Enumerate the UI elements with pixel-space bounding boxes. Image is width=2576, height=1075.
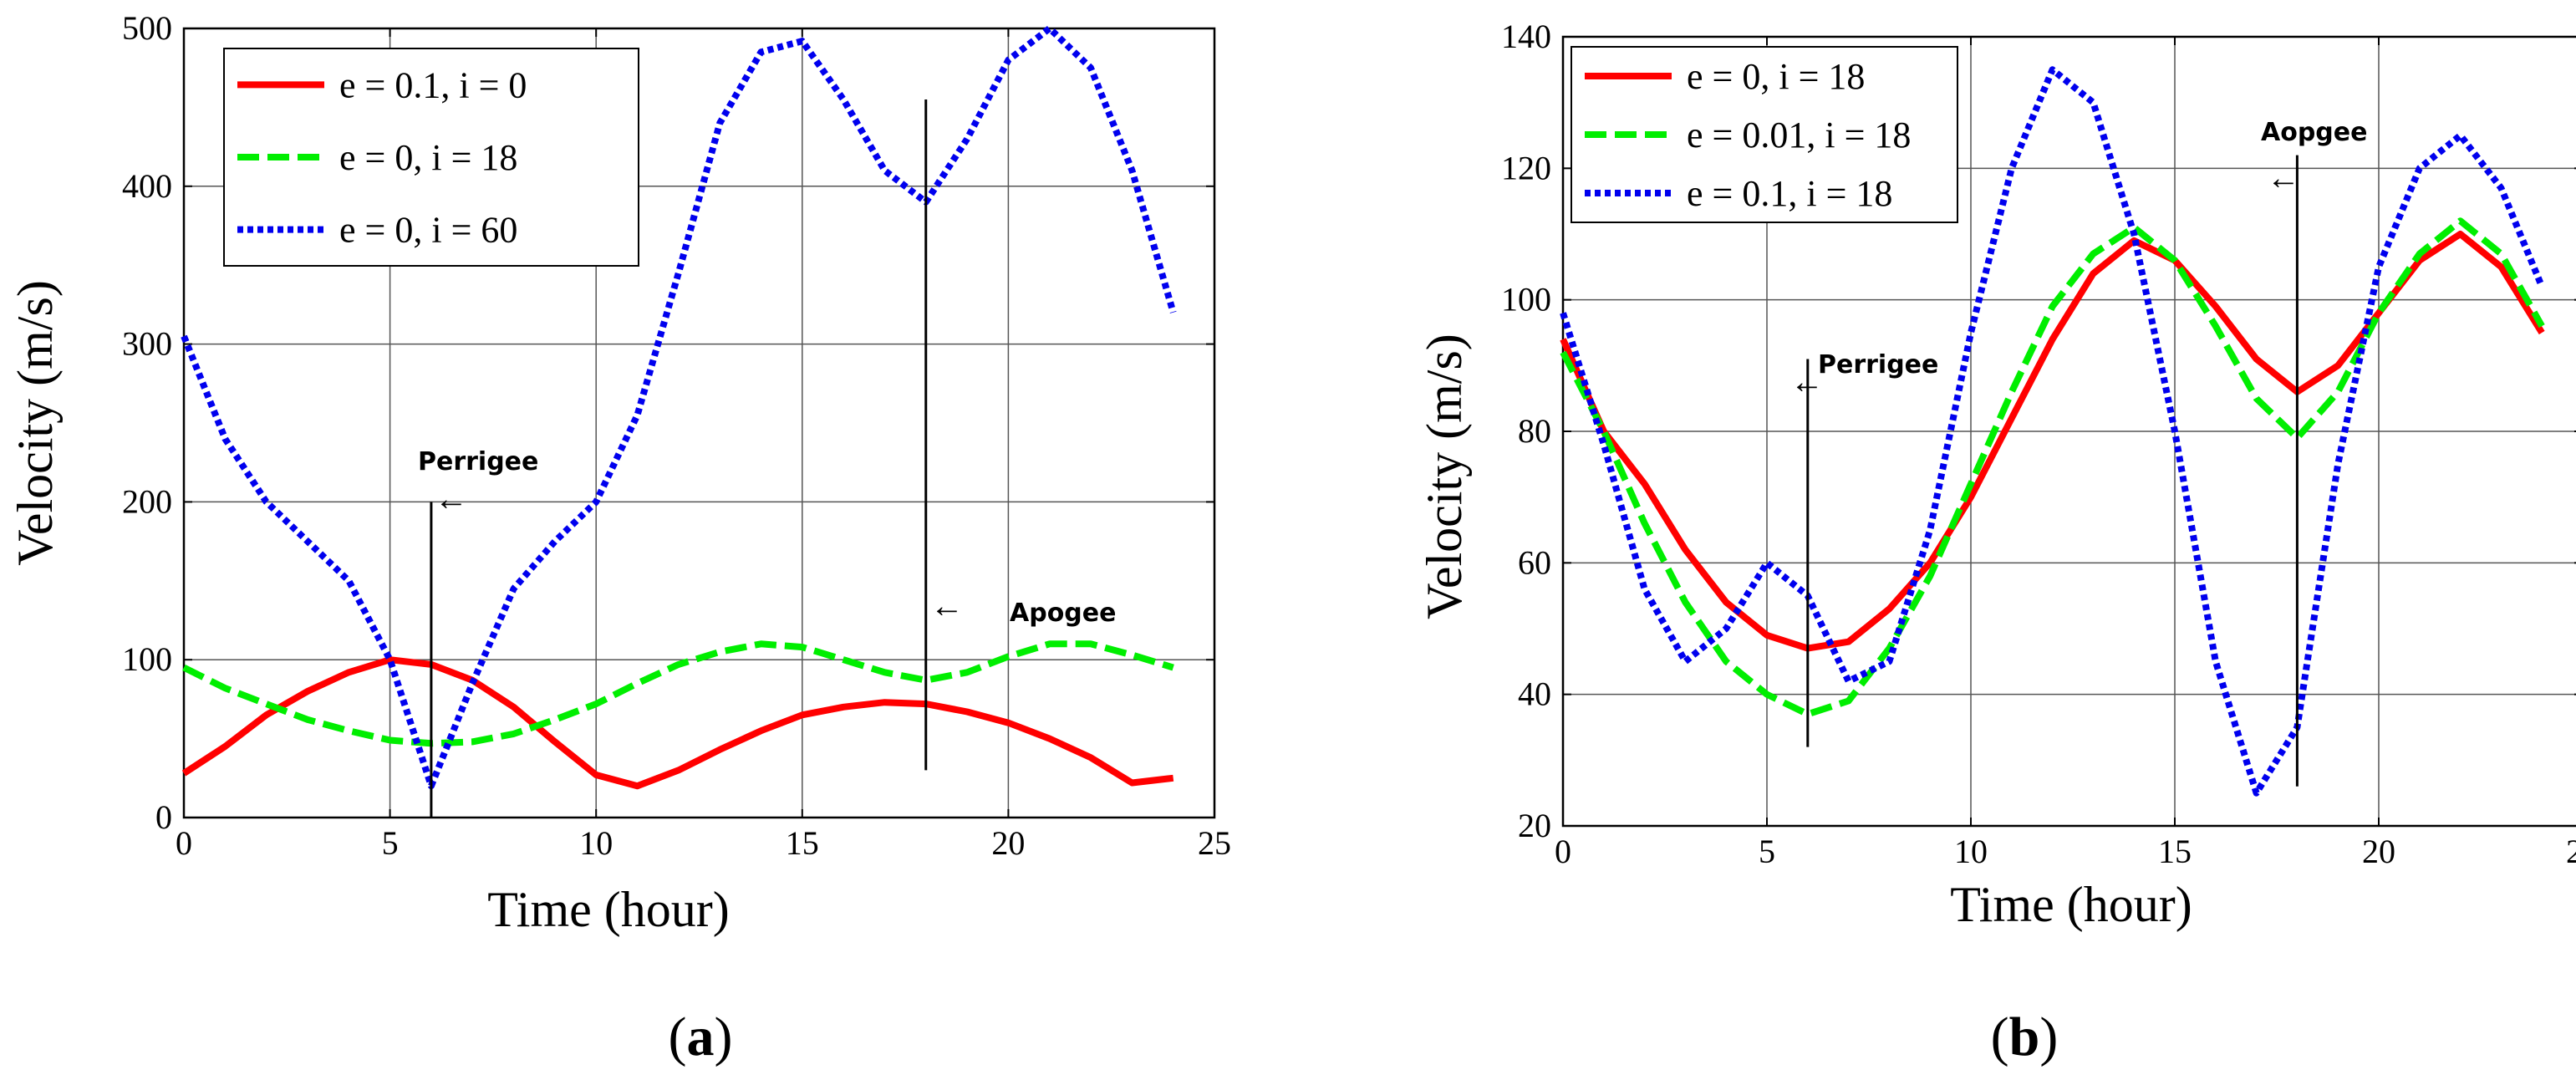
x-axis-label: Time (hour) [487, 882, 729, 937]
y-tick-label: 140 [1501, 18, 1551, 55]
x-tick-label: 25 [2566, 833, 2576, 870]
x-tick-label: 0 [1555, 833, 1571, 870]
y-tick-label: 0 [155, 798, 172, 836]
legend-label-3: e = 0, i = 60 [339, 210, 517, 251]
y-tick-label: 80 [1518, 412, 1551, 450]
y-tick-label: 100 [1501, 281, 1551, 318]
annotation-arrow-1: ← [1790, 363, 1824, 400]
chart-panel-b: 0 5 10 15 20 25 20 40 60 80 100 120 140 e = 0, i = 18… [1501, 18, 2576, 870]
x-tick-label: 15 [2158, 833, 2192, 870]
series-line-2 [182, 640, 1174, 747]
annotation-arrow-1: ← [435, 480, 468, 517]
legend-label-3: e = 0.1, i = 18 [1687, 173, 1892, 214]
panel-paren-open: ( [1991, 1006, 2009, 1067]
series-line-3 [181, 25, 1177, 790]
x-tick-label: 5 [382, 824, 399, 862]
y-tick-label: 200 [122, 482, 172, 520]
series-line-1 [1560, 231, 2545, 652]
x-tick-label: 20 [2362, 833, 2395, 870]
y-tick-label: 120 [1501, 149, 1551, 186]
x-tick-label: 20 [991, 824, 1025, 862]
y-tick-label: 300 [122, 325, 172, 363]
y-tick-label: 20 [1518, 807, 1551, 844]
series-line-2 [1560, 217, 2545, 718]
annotation-label-1: Perrigee [418, 447, 538, 476]
annotation-arrow-2: ← [2267, 159, 2300, 196]
panel-paren-open: ( [669, 1006, 687, 1067]
y-tick-label: 60 [1518, 543, 1551, 581]
y-tick-label: 500 [122, 9, 172, 47]
y-axis-label: Velocity (m/s) [8, 280, 63, 566]
y-tick-label: 400 [122, 167, 172, 205]
x-tick-label: 5 [1759, 833, 1775, 870]
annotation-label-1: Perrigee [1818, 350, 1938, 380]
y-tick-label: 100 [122, 640, 172, 678]
panel-letter: b [2009, 1006, 2040, 1067]
legend-label-1: e = 0, i = 18 [1687, 56, 1865, 97]
y-tick-label: 40 [1518, 675, 1551, 713]
annotation-arrow-2: ← [930, 587, 964, 624]
x-axis-label: Time (hour) [1950, 877, 2192, 932]
y-axis-label: Velocity (m/s) [1417, 334, 1472, 619]
panel-paren-close: ) [715, 1006, 733, 1067]
annotation-label-2: Aopgee [2261, 118, 2367, 147]
plot-area-frame [182, 27, 1216, 819]
series-line-1 [181, 656, 1174, 790]
x-tick-label: 10 [579, 824, 613, 862]
legend-label-2: e = 0.01, i = 18 [1687, 115, 1911, 155]
panel-letter: a [687, 1006, 715, 1067]
legend-label-2: e = 0, i = 18 [339, 137, 517, 178]
panel-label: (a) [669, 1006, 733, 1067]
series-line-3 [1560, 66, 2545, 797]
x-tick-label: 0 [176, 824, 192, 862]
chart-panel-a: 0 5 10 15 20 25 0 100 200 300 400 500 e = 0.1, i = 0… [122, 9, 1231, 862]
x-tick-label: 10 [1954, 833, 1988, 870]
x-tick-label: 15 [786, 824, 819, 862]
panel-label: (b) [1991, 1006, 2059, 1067]
panel-paren-close: ) [2039, 1006, 2058, 1067]
annotation-label-2: Apogee [1010, 599, 1116, 628]
x-tick-label: 25 [1198, 824, 1231, 862]
legend-label-1: e = 0.1, i = 0 [339, 64, 527, 105]
